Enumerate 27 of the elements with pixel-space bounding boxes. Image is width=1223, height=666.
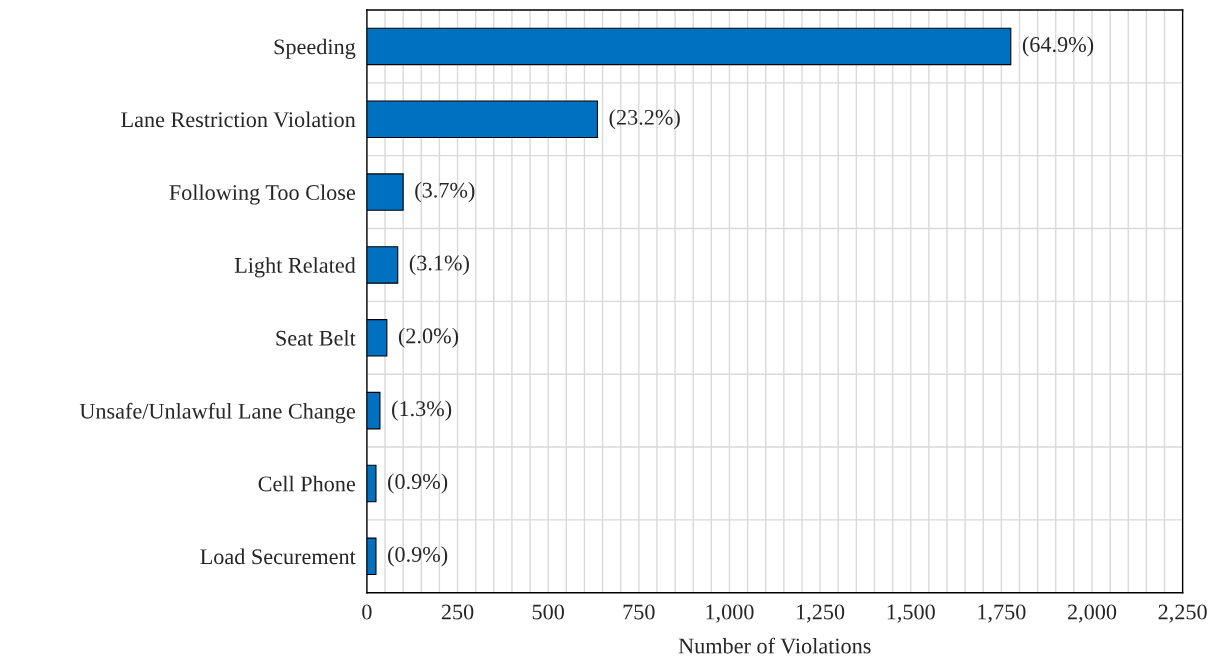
x-tick-label: 0 xyxy=(362,604,372,620)
y-tick-label: Lane Restriction Violation xyxy=(121,111,356,128)
x-tick-label: 1,000 xyxy=(706,604,754,623)
annotation: (64.9%) xyxy=(1022,36,1094,57)
x-axis-title: Number of Violations xyxy=(678,637,871,654)
y-tick-label: Seat Belt xyxy=(276,330,356,346)
x-tick-label: 250 xyxy=(441,604,474,620)
annotation: (0.9%) xyxy=(388,546,448,567)
x-tick-label: 1,500 xyxy=(887,604,935,623)
x-tick-label: 2,000 xyxy=(1067,604,1117,623)
x-tick-label: 2,250 xyxy=(1158,604,1207,623)
annotation: (3.1%) xyxy=(409,254,469,276)
y-tick-label: Load Securement xyxy=(200,548,356,565)
annotation: (0.9%) xyxy=(388,473,448,494)
annotation: (3.7%) xyxy=(415,182,475,203)
x-tick-label: 750 xyxy=(623,604,655,620)
y-tick-label: Speeding xyxy=(274,38,356,59)
y-tick-label: Unsafe/Unlawful Lane Change xyxy=(79,402,356,424)
annotation: (2.0%) xyxy=(398,327,459,348)
annotation: (1.3%) xyxy=(392,400,452,421)
y-tick-label: Light Related xyxy=(234,257,356,278)
annotation: (23.2%) xyxy=(609,109,680,130)
y-tick-label: Following Too Close xyxy=(169,184,356,205)
x-tick-label: 500 xyxy=(532,604,564,620)
x-tick-label: 1,750 xyxy=(978,604,1026,623)
y-tick-label: Cell Phone xyxy=(258,475,356,492)
x-tick-label: 1,250 xyxy=(797,604,845,623)
